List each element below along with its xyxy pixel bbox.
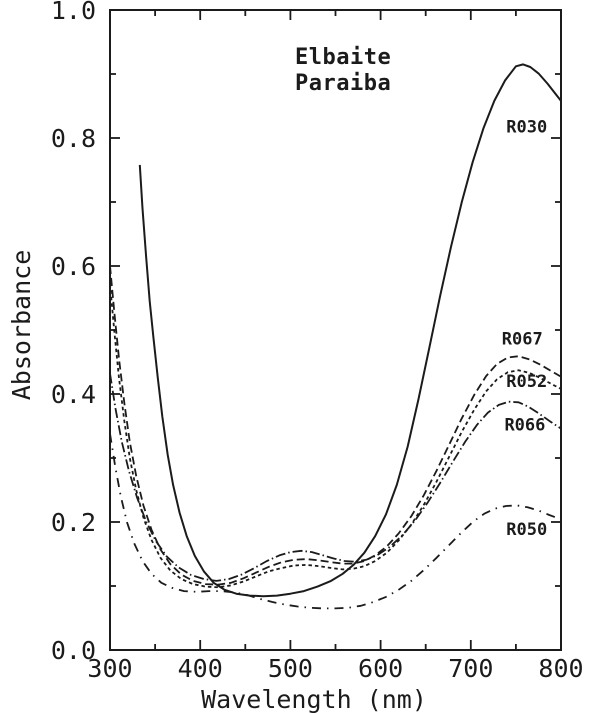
y-axis-title: Absorbance [7,250,36,401]
x-axis-title: Wavelength (nm) [201,685,427,713]
chart-title-line1: Elbaite [295,45,391,70]
y-tick-label: 0.8 [51,124,96,153]
series-label-r030: R030 [506,117,547,137]
curve-r030 [138,63,562,598]
x-tick-label: 400 [178,654,223,683]
series-labels: R030 R067 R052 R066 R050 [502,117,547,540]
y-tick-label: 0.0 [51,636,96,665]
y-tick-label: 0.2 [51,508,96,537]
chart-title-line2: Paraiba [295,71,391,96]
spectra-curves [109,63,562,610]
curve-r052 [109,283,562,589]
curve-r066 [109,373,562,582]
x-tick-label: 300 [87,654,132,683]
axis-tick-labels: 300 400 500 600 700 800 0.0 0.2 0.4 0.6 0.8 1.0 [51,0,584,683]
x-tick-label: 800 [538,654,583,683]
y-tick-label: 1.0 [51,0,96,25]
x-tick-label: 700 [448,654,493,683]
series-label-r066: R066 [504,416,545,436]
y-tick-label: 0.6 [51,252,96,281]
series-label-r052: R052 [506,372,547,392]
axis-ticks [109,9,562,651]
curve-r067 [109,265,562,586]
x-tick-label: 600 [358,654,403,683]
curve-r050 [109,433,562,610]
series-label-r067: R067 [502,329,543,349]
series-label-r050: R050 [506,520,547,540]
x-tick-label: 500 [268,654,313,683]
y-tick-label: 0.4 [51,380,96,409]
